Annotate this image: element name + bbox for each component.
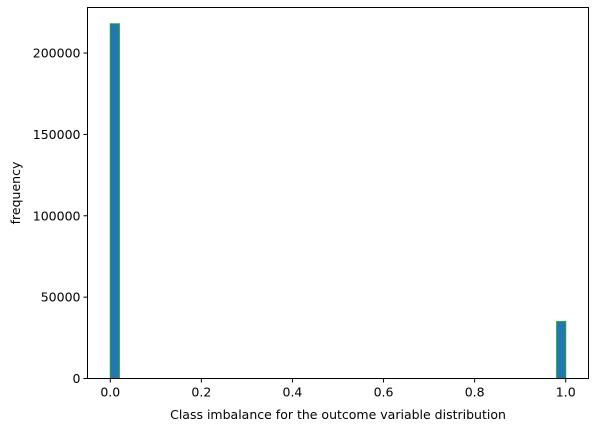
x-tick-label: 0.8 (465, 385, 485, 400)
y-tick-label: 150000 (33, 127, 81, 142)
x-tick-label: 0.6 (374, 385, 394, 400)
x-tick-label: 0.2 (191, 385, 211, 400)
y-tick-label: 100000 (33, 208, 81, 223)
bars-group (109, 23, 567, 380)
x-tick-label: 1.0 (556, 385, 576, 400)
y-tick-label: 50000 (41, 290, 81, 305)
y-tick-label: 200000 (33, 46, 81, 61)
x-axis-ticks: 0.0 0.2 0.4 0.6 0.8 1.0 (100, 378, 576, 400)
histogram-bar-0 (109, 23, 120, 379)
plot-frame (87, 7, 589, 379)
y-axis-ticks: 0 50000 100000 150000 200000 (33, 46, 88, 386)
x-tick-label: 0.0 (100, 385, 120, 400)
x-axis-label: Class imbalance for the outcome variable… (170, 407, 506, 422)
y-axis-label: frequency (8, 161, 23, 224)
y-tick-label: 0 (73, 371, 81, 386)
x-tick-label: 0.4 (283, 385, 303, 400)
histogram-bar-1 (556, 321, 567, 380)
